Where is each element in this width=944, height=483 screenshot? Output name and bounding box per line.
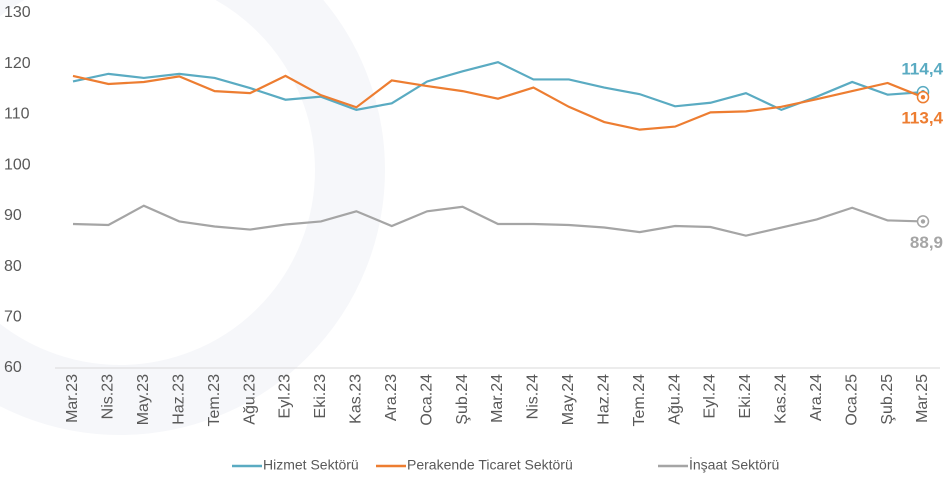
x-tick-label: Ağu.24 [666,374,683,425]
x-tick-label: Mar.24 [489,374,506,423]
y-tick-label: 90 [4,207,22,224]
y-tick-label: 100 [4,156,31,173]
x-tick-label: Şub.25 [879,374,896,425]
x-tick-label: Oca.24 [418,374,435,426]
x-tick-label: Eyl.23 [277,374,294,419]
x-tick-label: Tem.23 [206,374,223,427]
value-label: 88,9 [910,233,943,252]
x-tick-label: Ağu.23 [241,374,258,425]
x-tick-label: Oca.25 [843,374,860,426]
value-label: 114,4 [901,60,943,79]
legend-label: İnşaat Sektörü [689,456,779,473]
x-tick-label: Nis.24 [525,374,542,419]
y-tick-label: 70 [4,309,22,326]
legend-label: Hizmet Sektörü [263,457,359,473]
x-tick-label: Şub.24 [454,374,471,425]
x-tick-label: Eki.23 [312,374,329,419]
x-tick-label: Haz.24 [595,374,612,425]
series-line [72,61,924,112]
y-tick-label: 80 [4,258,22,275]
x-tick-label: Mar.25 [914,374,931,423]
x-tick-label: Kas.24 [773,374,790,424]
y-tick-label: 120 [4,55,31,72]
y-tick-label: 110 [4,106,30,123]
x-tick-label: Ara.24 [808,374,825,421]
x-tick-label: May.24 [560,374,577,425]
end-marker-dot [920,94,926,100]
x-tick-label: May.23 [135,374,152,425]
x-tick-label: Eki.24 [737,374,754,419]
y-tick-label: 130 [4,4,31,21]
x-tick-label: Mar.23 [64,374,81,423]
value-label: 113,4 [901,109,943,128]
x-tick-label: Ara.23 [383,374,400,421]
series-line [72,74,924,131]
y-tick-label: 60 [4,359,22,376]
x-tick-label: Nis.23 [100,374,117,419]
legend-label: Perakende Ticaret Sektörü [407,457,573,473]
end-marker-dot [920,219,926,224]
x-tick-label: Haz.23 [170,374,187,425]
series-line [72,204,924,237]
watermark [0,0,385,435]
x-tick-label: Eyl.24 [702,374,719,419]
x-tick-label: Tem.24 [631,374,648,427]
x-tick-label: Kas.23 [348,374,365,424]
